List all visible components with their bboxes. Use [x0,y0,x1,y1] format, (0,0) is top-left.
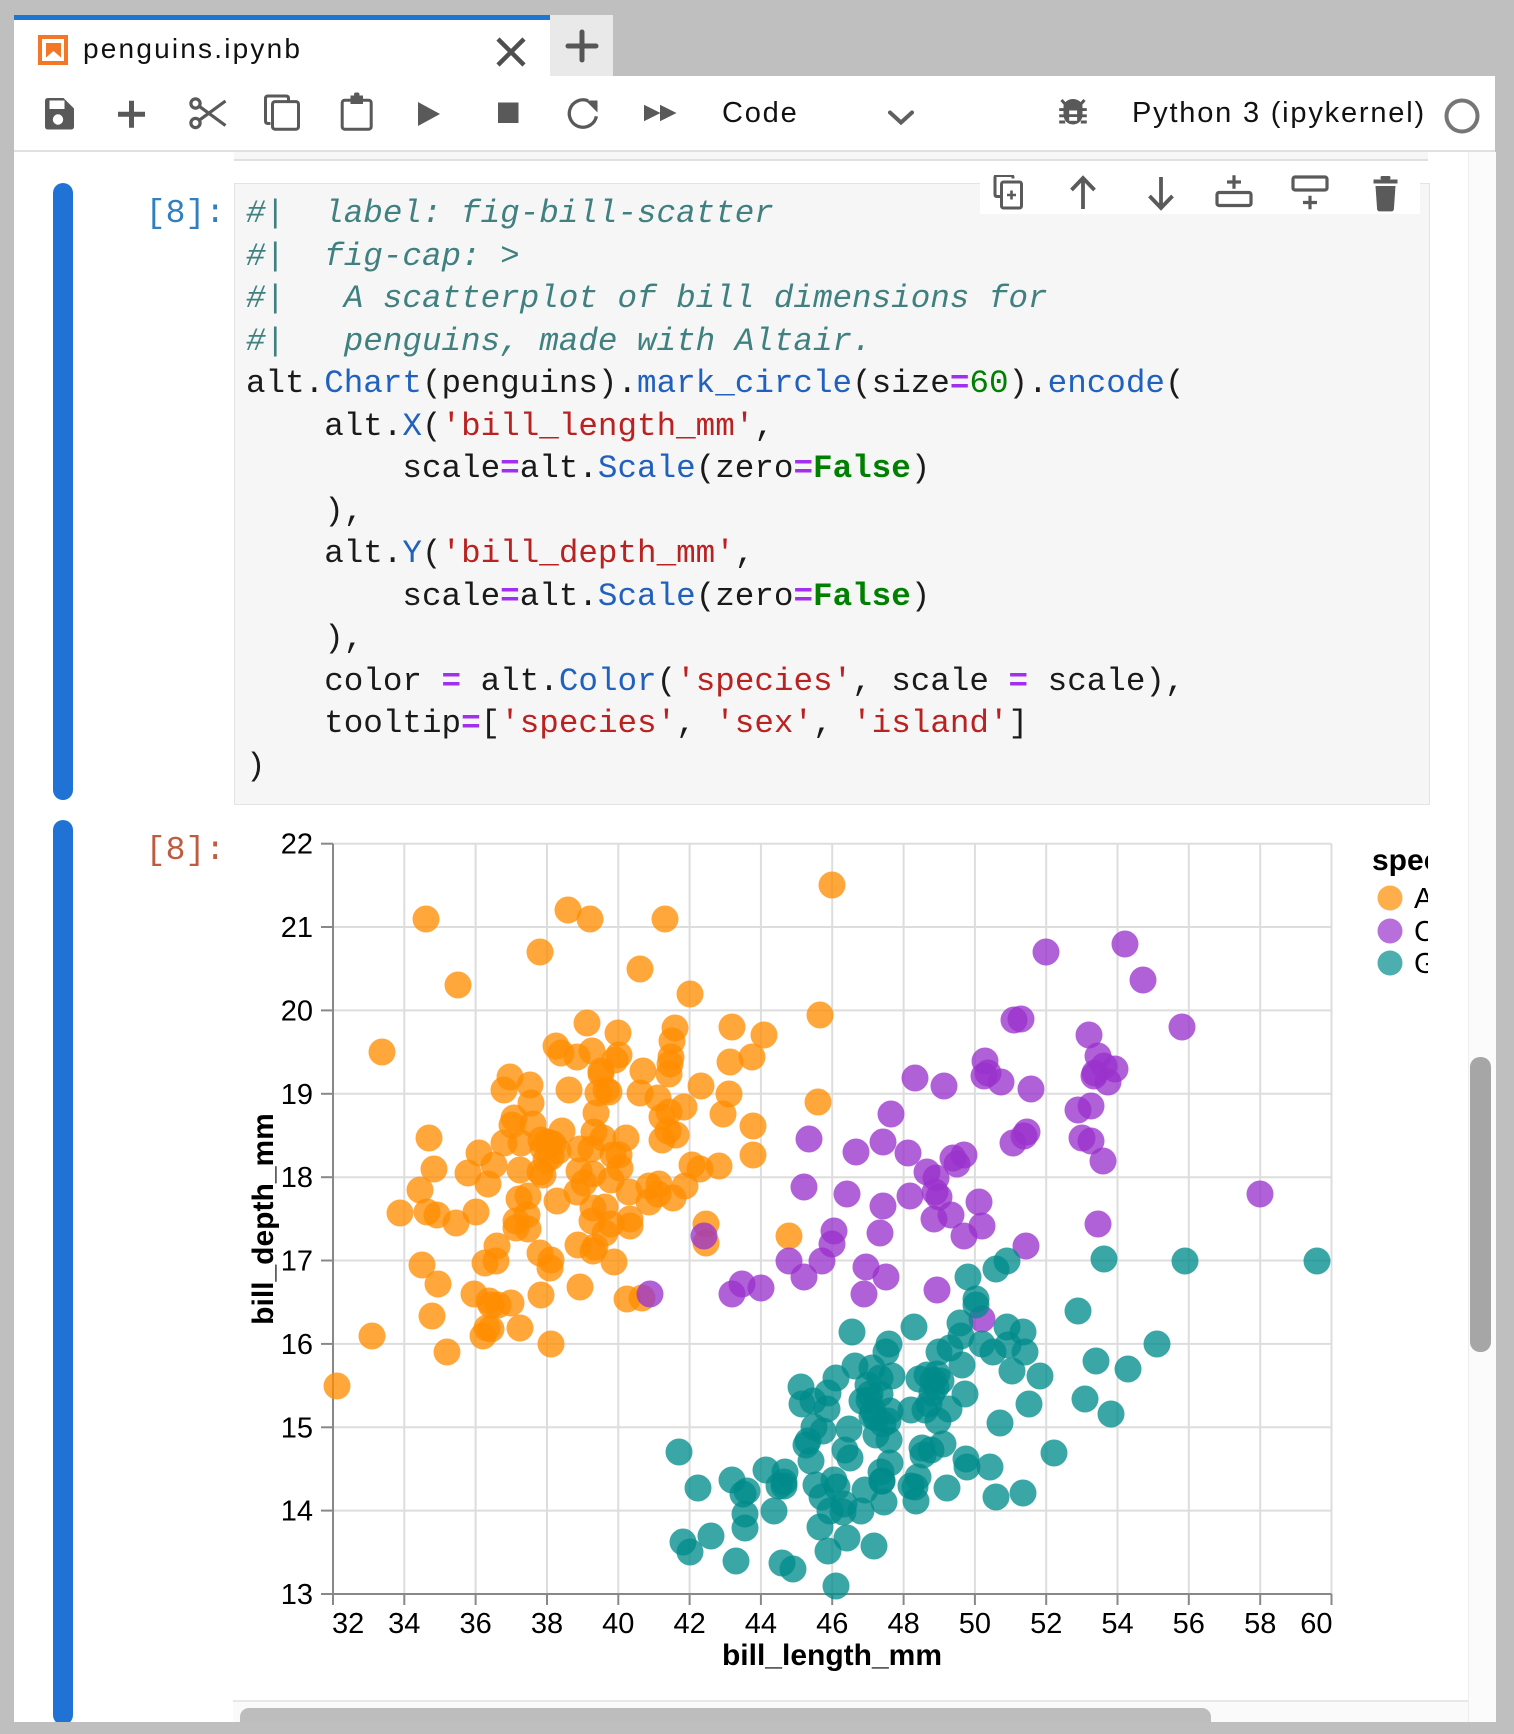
svg-text:54: 54 [1101,1608,1133,1640]
svg-text:32: 32 [332,1608,364,1640]
svg-text:58: 58 [1244,1608,1276,1640]
svg-text:18: 18 [281,1162,313,1194]
svg-text:Gentoo: Gentoo [1414,948,1428,980]
svg-text:56: 56 [1173,1608,1205,1640]
svg-text:Chinstrap: Chinstrap [1414,916,1428,948]
svg-text:44: 44 [745,1608,777,1640]
svg-text:bill_depth_mm: bill_depth_mm [247,1113,280,1325]
svg-text:20: 20 [281,995,313,1027]
svg-text:17: 17 [281,1246,313,1278]
svg-text:21: 21 [281,912,313,944]
svg-text:38: 38 [531,1608,563,1640]
svg-text:48: 48 [887,1608,919,1640]
svg-text:46: 46 [816,1608,848,1640]
svg-text:52: 52 [1030,1608,1062,1640]
svg-text:Adelie: Adelie [1414,883,1428,915]
svg-text:60: 60 [1300,1608,1332,1640]
svg-text:19: 19 [281,1079,313,1111]
svg-text:bill_length_mm: bill_length_mm [722,1639,942,1672]
svg-text:15: 15 [281,1412,313,1444]
svg-text:13: 13 [281,1579,313,1611]
svg-text:22: 22 [281,829,313,861]
svg-text:species: species [1372,844,1428,877]
svg-text:42: 42 [673,1608,705,1640]
svg-text:16: 16 [281,1329,313,1361]
svg-text:36: 36 [459,1608,491,1640]
svg-text:14: 14 [281,1496,313,1528]
svg-text:34: 34 [388,1608,420,1640]
svg-text:50: 50 [959,1608,991,1640]
svg-text:40: 40 [602,1608,634,1640]
